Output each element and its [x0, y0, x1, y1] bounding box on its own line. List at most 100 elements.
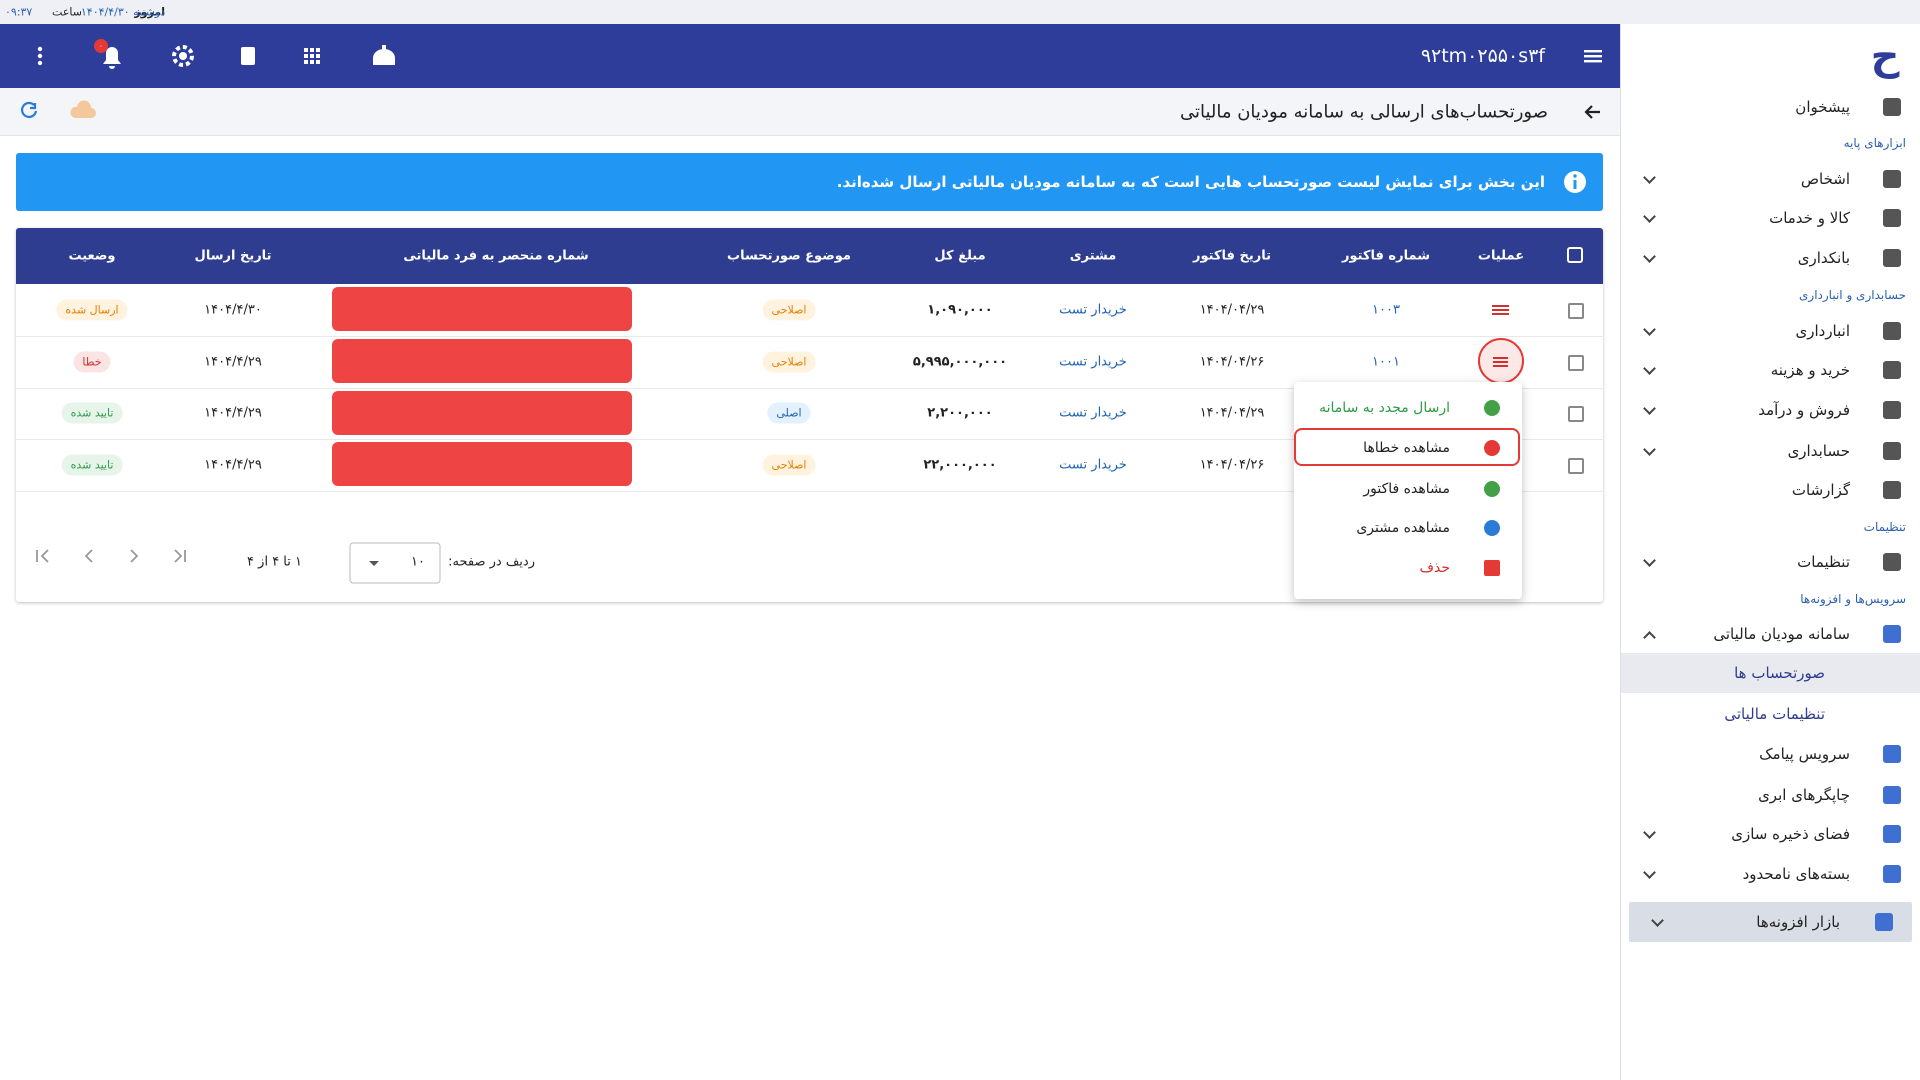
- sidebar-item[interactable]: حسابداری: [1787, 442, 1850, 460]
- sidebar-icon: [1883, 322, 1901, 340]
- column-header: تاریخ ارسال: [194, 248, 272, 264]
- sidebar-item[interactable]: اشخاص: [1800, 170, 1850, 188]
- column-header: عملیات: [1477, 248, 1525, 264]
- row-checkbox[interactable]: [1568, 458, 1584, 474]
- row-checkbox[interactable]: [1568, 406, 1584, 422]
- subject-chip: اصلی: [767, 402, 811, 424]
- sidebar-item[interactable]: فضای ذخیره سازی: [1731, 825, 1850, 843]
- cell-amount: ۱,۰۹۰,۰۰۰: [927, 302, 993, 318]
- sidebar-item[interactable]: پیشخوان: [1795, 98, 1850, 116]
- refresh-icon[interactable]: [21, 101, 38, 118]
- sidebar-item[interactable]: سامانه مودیان مالیاتی: [1713, 625, 1850, 643]
- header-checkbox[interactable]: [1567, 247, 1583, 263]
- settings-icon[interactable]: [172, 45, 194, 67]
- status-today: امروز: [134, 5, 165, 19]
- row-action-line[interactable]: [1493, 361, 1508, 364]
- subject-chip: اصلاحی: [762, 351, 816, 373]
- page-range: ۱ تا ۴ از ۴: [247, 554, 302, 570]
- sidebar-icon: [1883, 170, 1901, 188]
- sidebar-item[interactable]: کالا و خدمات: [1769, 209, 1850, 227]
- header-icons: [37, 45, 1602, 69]
- sidebar-featured: [1629, 902, 1912, 942]
- sidebar-section: ابزارهای پایه: [1843, 136, 1906, 150]
- row-action-line[interactable]: [1492, 305, 1509, 307]
- menu-item[interactable]: ارسال مجدد به سامانه: [1319, 400, 1450, 416]
- column-header: موضوع صورتحساب: [727, 248, 851, 264]
- row-checkbox[interactable]: [1568, 303, 1584, 319]
- sidebar-item[interactable]: انبارداری: [1795, 322, 1850, 340]
- sidebar-icon: [1883, 442, 1901, 460]
- row-action-line[interactable]: [1492, 309, 1509, 312]
- next-page[interactable]: [130, 549, 139, 563]
- status-chip: ارسال شده: [56, 299, 128, 321]
- status-chip: تایید شده: [61, 454, 123, 476]
- cell-invoice-date: ۱۴۰۴/۰۴/۲۹: [1199, 405, 1265, 421]
- menu-icon: [1484, 481, 1500, 497]
- prev-page[interactable]: [84, 549, 93, 563]
- menu-item[interactable]: حذف: [1419, 560, 1450, 576]
- sidebar-item[interactable]: صورتحساب ها: [1734, 664, 1825, 682]
- row-action-line[interactable]: [1492, 313, 1509, 316]
- sidebar-item[interactable]: بسته‌های نامحدود: [1742, 865, 1850, 883]
- cell-invoice-no[interactable]: ۱۰۰۱: [1372, 354, 1400, 370]
- menu-icon: [1484, 520, 1500, 536]
- menu-item[interactable]: مشاهده فاکتور: [1363, 481, 1450, 497]
- robot-icon[interactable]: [373, 45, 395, 65]
- cell-customer[interactable]: خریدار تست: [1059, 457, 1127, 473]
- rows-select[interactable]: [349, 542, 441, 584]
- sidebar-item[interactable]: چاپگرهای ابری: [1758, 786, 1850, 804]
- cell-send-date: ۱۴۰۴/۴/۲۹: [204, 354, 262, 370]
- subject-chip: اصلاحی: [762, 299, 816, 321]
- row-action-line[interactable]: [1493, 365, 1508, 368]
- status-chip: خطا: [73, 351, 111, 373]
- pager-icons: [36, 549, 186, 563]
- sidebar-item[interactable]: تنظیمات مالیاتی: [1724, 705, 1825, 723]
- back-icon[interactable]: [1584, 105, 1600, 119]
- sidebar-icon: [1883, 481, 1901, 499]
- subject-chip: اصلاحی: [762, 454, 816, 476]
- title-bar: [0, 88, 1620, 136]
- sidebar-item[interactable]: بانکداری: [1797, 249, 1850, 267]
- cell-customer[interactable]: خریدار تست: [1059, 354, 1127, 370]
- sidebar-item[interactable]: بازار افزونه‌ها: [1756, 913, 1840, 931]
- top-bar: [0, 24, 1620, 88]
- last-page[interactable]: [174, 549, 186, 563]
- rows-per-page: ۱۰: [411, 554, 425, 570]
- sidebar-item[interactable]: تنظیمات: [1797, 553, 1850, 571]
- column-header: مشتری: [1069, 248, 1117, 264]
- cell-amount: ۵,۹۹۵,۰۰۰,۰۰۰: [912, 354, 1008, 370]
- cell-send-date: ۱۴۰۴/۴/۲۹: [204, 457, 262, 473]
- cell-customer[interactable]: خریدار تست: [1059, 302, 1127, 318]
- status-bar: [0, 0, 1920, 24]
- notification-badge: ۰: [98, 41, 104, 51]
- cell-amount: ۲۲,۰۰۰,۰۰۰: [923, 457, 997, 473]
- apps-icon[interactable]: [304, 48, 320, 64]
- badge: [94, 39, 108, 53]
- sidebar-item[interactable]: سرویس پیامک: [1759, 745, 1850, 763]
- account-code: ۹۲tm۰۲۵۵۰s۳f: [1420, 45, 1545, 67]
- cell-invoice-no[interactable]: ۱۰۰۳: [1372, 302, 1400, 318]
- sidebar-item[interactable]: خرید و هزینه: [1770, 361, 1850, 379]
- sidebar-icon: [1883, 98, 1901, 116]
- sidebar-item[interactable]: فروش و درآمد: [1758, 401, 1850, 419]
- cell-customer[interactable]: خریدار تست: [1059, 405, 1127, 421]
- page-title: صورتحساب‌های ارسالی به سامانه مودیان مال…: [1179, 101, 1548, 123]
- calculator-icon[interactable]: [241, 47, 255, 65]
- first-page[interactable]: [36, 549, 49, 563]
- menu-icon[interactable]: [1584, 50, 1602, 53]
- upload-icon: [70, 100, 96, 118]
- sidebar-item[interactable]: گزارشات: [1791, 481, 1850, 499]
- menu-icon: [1484, 440, 1500, 456]
- sidebar-border: [1620, 24, 1621, 1080]
- menu-item[interactable]: مشاهده خطاها: [1363, 440, 1450, 456]
- menu-item[interactable]: مشاهده مشتری: [1356, 520, 1450, 536]
- menu-icon: [1484, 560, 1500, 576]
- row-divider: [16, 388, 1603, 389]
- cell-invoice-date: ۱۴۰۴/۰۴/۲۶: [1199, 354, 1265, 370]
- cell-send-date: ۱۴۰۴/۴/۲۹: [204, 405, 262, 421]
- cell-invoice-date: ۱۴۰۴/۰۴/۲۶: [1199, 457, 1265, 473]
- bell-icon[interactable]: [103, 47, 121, 69]
- info-banner: [16, 153, 1603, 211]
- row-action-line[interactable]: [1493, 357, 1508, 359]
- row-checkbox[interactable]: [1568, 355, 1584, 371]
